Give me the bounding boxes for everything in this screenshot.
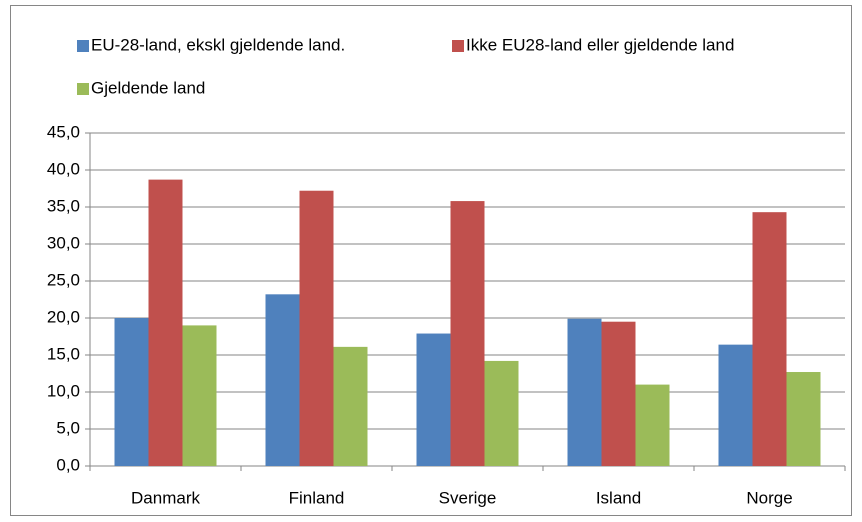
bar: [718, 344, 753, 466]
bar: [182, 325, 217, 466]
bar: [299, 190, 334, 466]
bar: [148, 179, 183, 466]
bar: [567, 318, 602, 466]
bar: [450, 201, 485, 466]
y-tick-label: 35,0: [47, 196, 80, 215]
bar: [265, 294, 300, 466]
bar: [635, 384, 670, 466]
legend-label: Gjeldende land: [91, 78, 205, 97]
y-tick-label: 0,0: [56, 455, 80, 474]
bar: [786, 372, 821, 466]
x-tick-label: Danmark: [131, 488, 200, 507]
y-tick-label: 5,0: [56, 418, 80, 437]
bar: [484, 360, 519, 466]
bar: [416, 333, 451, 466]
y-tick-label: 30,0: [47, 233, 80, 252]
legend-swatch: [77, 40, 89, 52]
legend-swatch: [77, 83, 89, 95]
bar: [752, 212, 787, 466]
x-tick-label: Sverige: [439, 488, 497, 507]
y-tick-label: 40,0: [47, 159, 80, 178]
x-tick-label: Island: [596, 488, 641, 507]
y-tick-label: 15,0: [47, 344, 80, 363]
legend-swatch: [452, 40, 464, 52]
x-tick-label: Finland: [289, 488, 345, 507]
bar: [601, 321, 636, 466]
y-tick-label: 10,0: [47, 381, 80, 400]
legend-label: Ikke EU28-land eller gjeldende land: [466, 35, 734, 54]
y-tick-label: 25,0: [47, 270, 80, 289]
y-tick-label: 20,0: [47, 307, 80, 326]
legend-label: EU-28-land, ekskl gjeldende land.: [91, 35, 345, 54]
bar: [333, 346, 368, 466]
y-tick-label: 45,0: [47, 122, 80, 141]
x-tick-label: Norge: [746, 488, 792, 507]
bar: [114, 318, 149, 466]
